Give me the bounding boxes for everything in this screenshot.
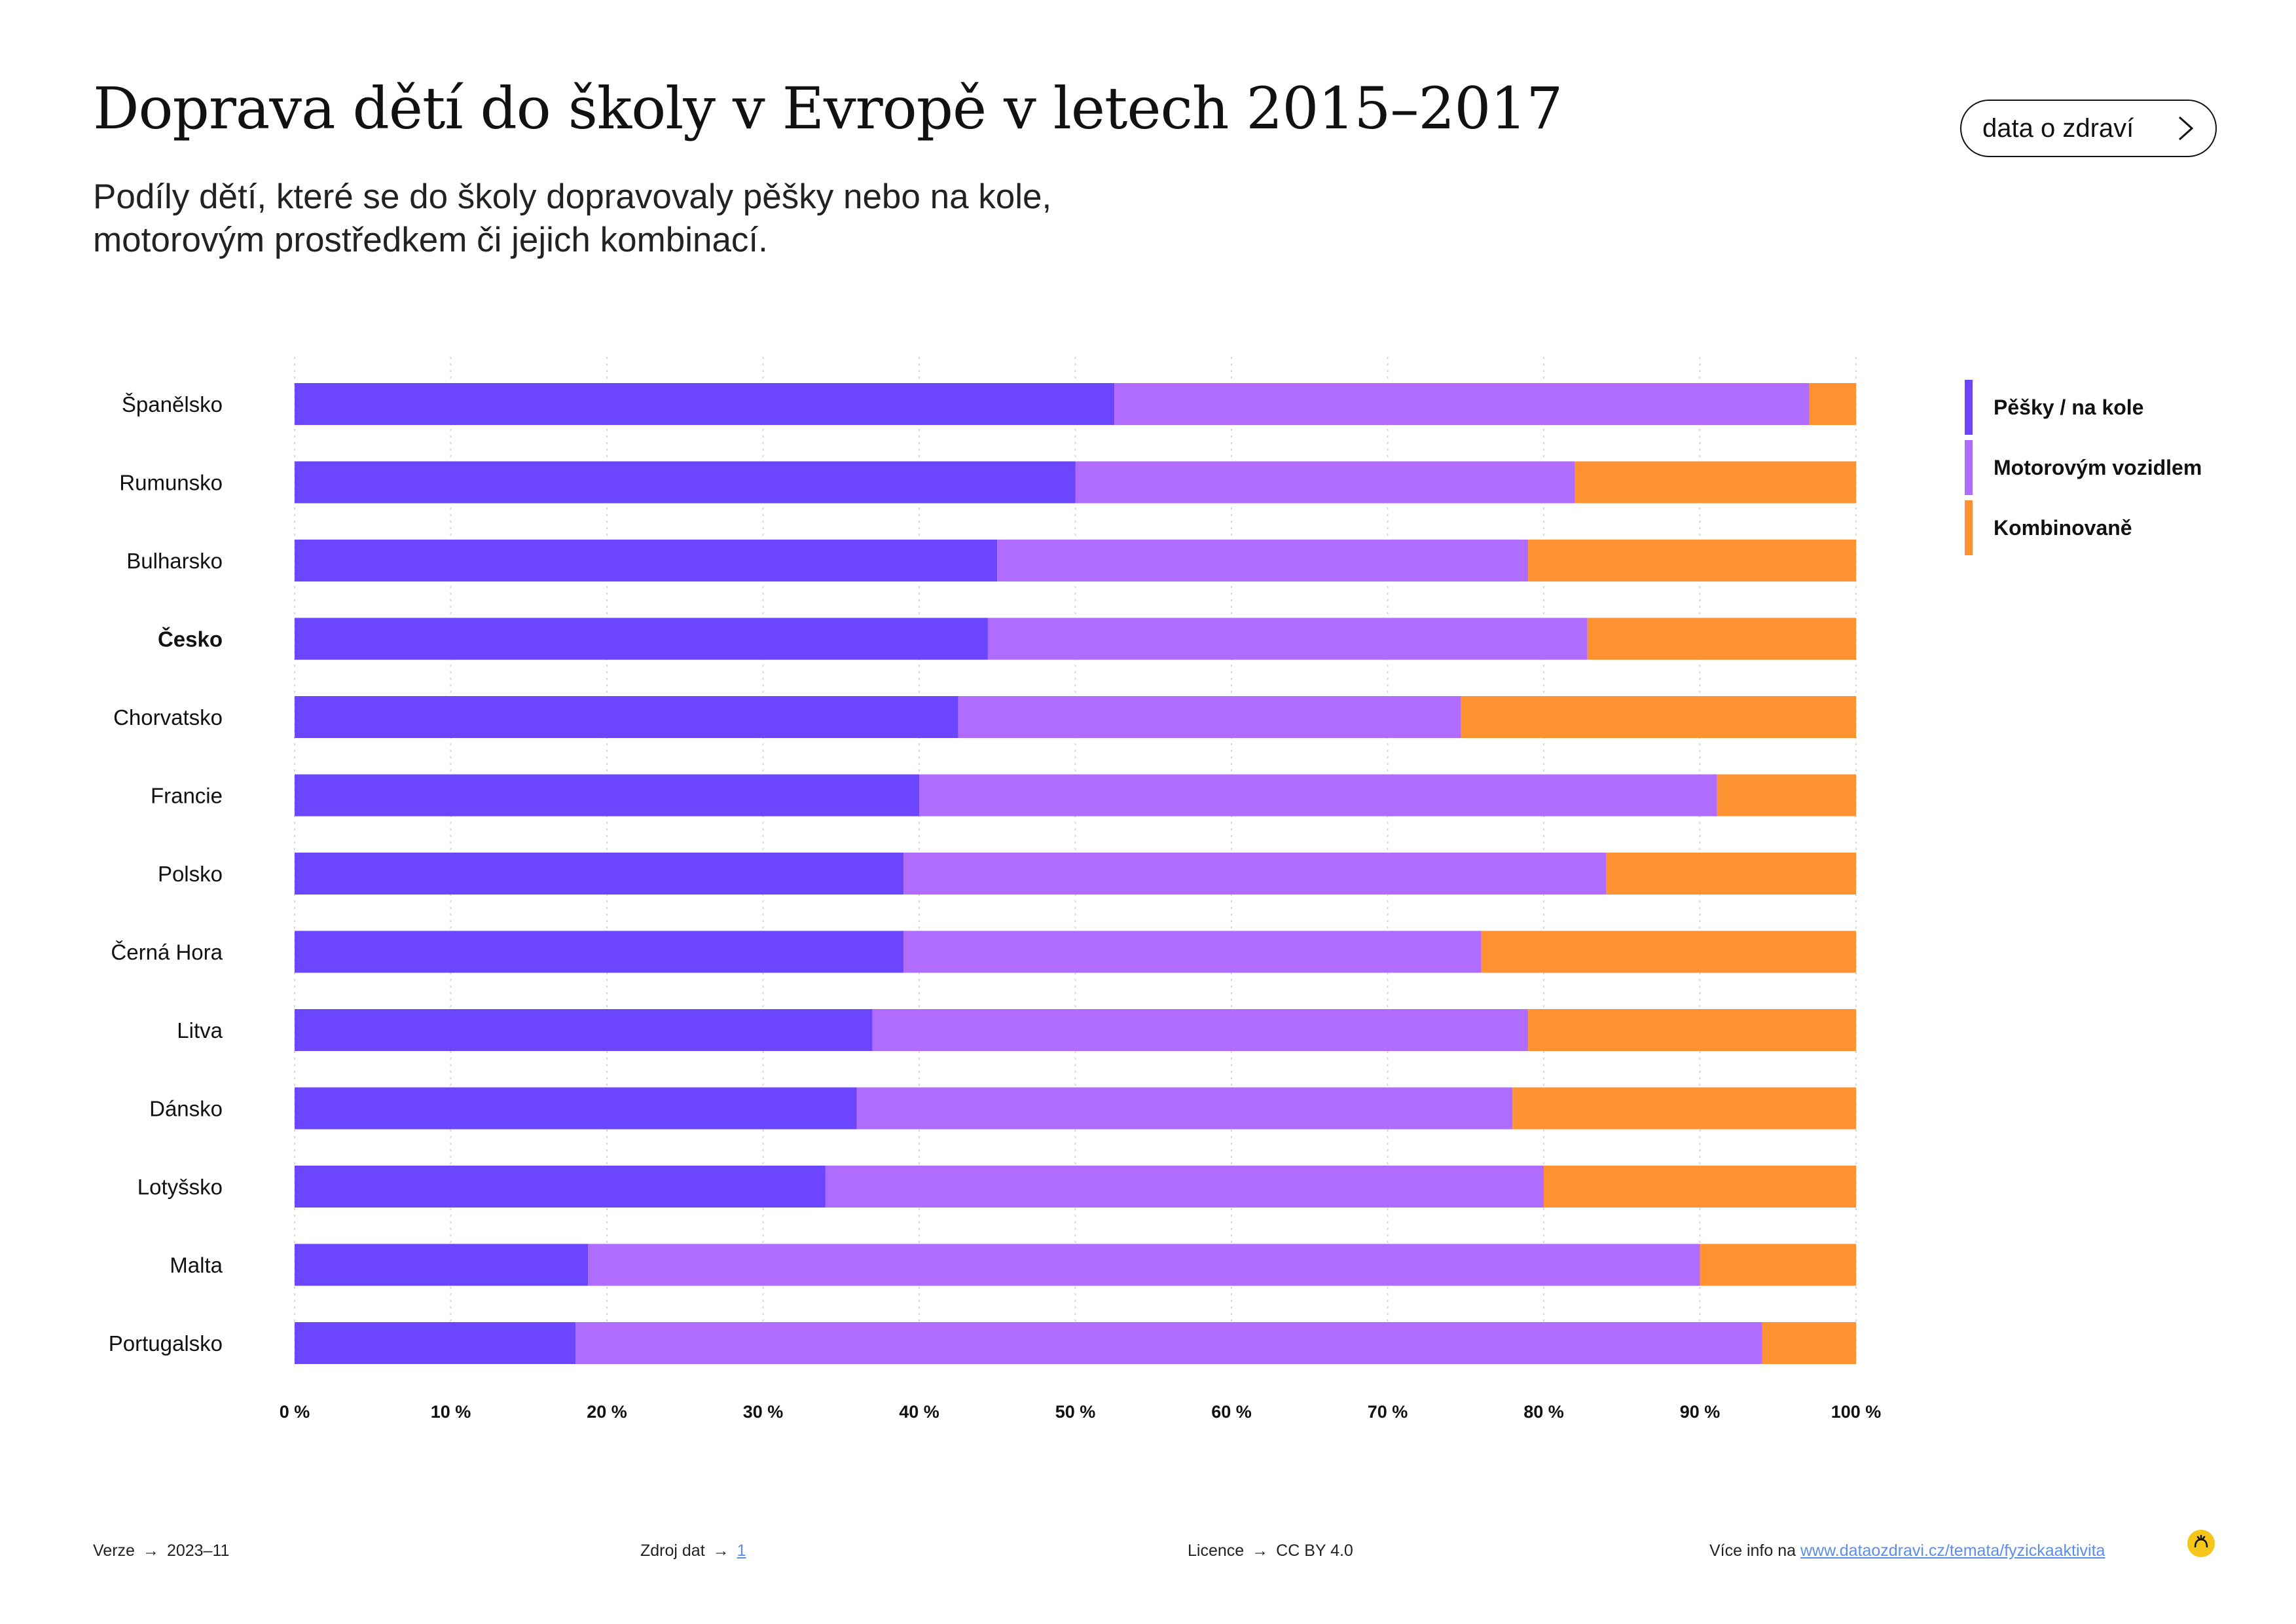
bar-segment	[958, 696, 1461, 738]
bar-segment	[825, 1166, 1544, 1208]
bar-segment	[997, 540, 1529, 581]
bar-segment	[903, 931, 1482, 973]
legend-item: Pěšky / na kole	[1965, 380, 2202, 435]
more-info-link[interactable]: www.dataozdravi.cz/temata/fyzickaaktivit…	[1800, 1541, 2105, 1560]
bar-segment	[1762, 1322, 1856, 1364]
bar-segment	[1717, 774, 1856, 817]
bar-segment	[295, 853, 904, 895]
legend-item: Kombinovaně	[1965, 500, 2202, 555]
bar-segment	[1114, 383, 1810, 425]
chevron-right-icon	[2178, 116, 2194, 141]
bar-segment	[903, 853, 1607, 895]
x-tick-label: 60 %	[1211, 1402, 1252, 1422]
arrow-right-icon: →	[712, 1541, 729, 1560]
subtitle-line: motorovým prostředkem či jejich kombinac…	[93, 221, 768, 259]
license-label: Licence	[1188, 1541, 1245, 1560]
category-label: Černá Hora	[111, 940, 223, 965]
subtitle-line: Podíly dětí, které se do školy dopravova…	[93, 177, 1052, 216]
bar-segment	[295, 774, 919, 817]
footer-license: Licence → CC BY 4.0	[1188, 1541, 1353, 1560]
version-label: Verze	[93, 1541, 135, 1560]
bar-segment	[295, 1322, 576, 1364]
category-label: Rumunsko	[119, 471, 223, 495]
bar-segment	[295, 383, 1115, 425]
category-label: Španělsko	[122, 392, 223, 416]
bar-segment	[919, 774, 1717, 817]
x-tick-label: 40 %	[899, 1402, 939, 1422]
x-tick-label: 20 %	[587, 1402, 627, 1422]
category-label: Chorvatsko	[113, 705, 223, 729]
bar-segment	[295, 461, 1076, 504]
bar-segment	[295, 1087, 857, 1130]
x-tick-label: 0 %	[280, 1402, 310, 1422]
category-label: Lotyšsko	[137, 1175, 223, 1199]
category-label: Malta	[170, 1253, 223, 1278]
bar-segment	[295, 1009, 873, 1051]
footer-more-info: Více info na www.dataozdravi.cz/temata/f…	[1709, 1541, 2105, 1560]
category-label: Portugalsko	[109, 1331, 223, 1356]
arrow-right-icon: →	[1252, 1541, 1269, 1560]
bar-segment	[1700, 1244, 1856, 1286]
arrow-right-icon: →	[142, 1541, 159, 1560]
x-tick-label: 90 %	[1680, 1402, 1721, 1422]
category-label: Polsko	[158, 862, 223, 886]
version-value: 2023–11	[166, 1541, 230, 1560]
page-title: Doprava dětí do školy v Evropě v letech …	[93, 75, 1563, 142]
x-tick-label: 100 %	[1831, 1402, 1882, 1422]
bar-segment	[295, 696, 958, 738]
bar-segment	[1528, 540, 1856, 581]
stacked-bar-chart: Španělsko Rumunsko Bulharsko Česko Chorvatsk…	[109, 357, 1882, 1422]
legend-item: Motorovým vozidlem	[1965, 440, 2202, 495]
license-value: CC BY 4.0	[1276, 1541, 1353, 1560]
brand-logo-icon	[2187, 1530, 2215, 1557]
bar-segment	[1512, 1087, 1856, 1130]
x-tick-label: 70 %	[1368, 1402, 1408, 1422]
bar-segment	[987, 618, 1588, 660]
source-link[interactable]: 1	[737, 1541, 746, 1560]
legend-label: Motorovým vozidlem	[1994, 455, 2202, 479]
chart-legend: Pěšky / na kole Motorovým vozidlem Kombi…	[1965, 380, 2202, 561]
bar-segment	[295, 540, 998, 581]
bar-segment	[1587, 618, 1856, 660]
bar-segment	[1544, 1166, 1856, 1208]
footer-source: Zdroj dat → 1	[640, 1541, 746, 1560]
x-tick-label: 80 %	[1523, 1402, 1564, 1422]
bar-segment	[1075, 461, 1575, 504]
bar-segment	[575, 1322, 1762, 1364]
x-tick-label: 50 %	[1055, 1402, 1096, 1422]
legend-label: Pěšky / na kole	[1994, 395, 2144, 419]
bar-segment	[588, 1244, 1700, 1286]
bar-segment	[856, 1087, 1513, 1130]
bar-segment	[1575, 461, 1856, 504]
more-info-label: Více info na	[1709, 1541, 1796, 1560]
nav-button-label: data o zdraví	[1982, 113, 2134, 143]
bar-segment	[295, 1166, 826, 1208]
legend-swatch	[1965, 500, 1973, 555]
legend-label: Kombinovaně	[1994, 515, 2132, 540]
category-label: Litva	[177, 1018, 223, 1043]
category-label: Česko	[158, 627, 223, 652]
category-label: Bulharsko	[126, 549, 223, 573]
bar-segment	[295, 931, 904, 973]
bar-segment	[1481, 931, 1856, 973]
legend-swatch	[1965, 440, 1973, 495]
source-label: Zdroj dat	[640, 1541, 705, 1560]
page-subtitle: Podíly dětí, které se do školy dopravova…	[93, 175, 1337, 262]
data-o-zdravi-button[interactable]: data o zdraví	[1960, 100, 2217, 157]
x-tick-label: 30 %	[743, 1402, 784, 1422]
bar-segment	[1606, 853, 1856, 895]
bar-segment	[295, 618, 988, 660]
category-label: Dánsko	[149, 1097, 223, 1121]
legend-swatch	[1965, 380, 1973, 435]
category-label: Francie	[151, 784, 223, 808]
x-tick-label: 10 %	[431, 1402, 471, 1422]
bar-segment	[872, 1009, 1529, 1051]
bar-segment	[295, 1244, 589, 1286]
bar-segment	[1809, 383, 1856, 425]
footer-version: Verze → 2023–11	[93, 1541, 229, 1560]
bar-segment	[1461, 696, 1856, 738]
bar-segment	[1528, 1009, 1856, 1051]
